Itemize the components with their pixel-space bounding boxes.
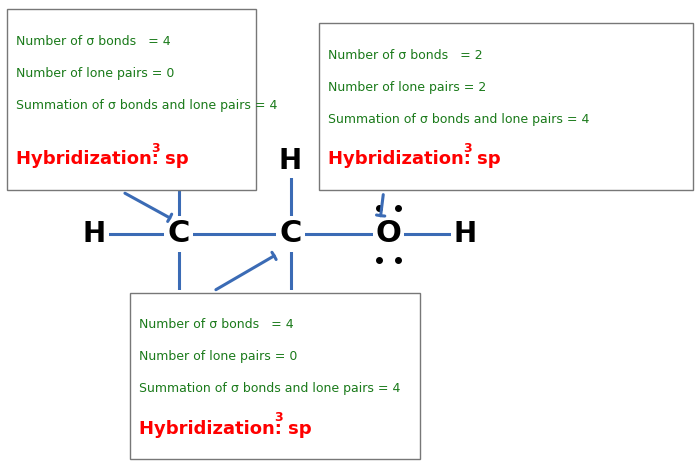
Text: Hybridization: sp: Hybridization: sp (139, 420, 312, 438)
Text: H: H (167, 147, 190, 176)
FancyBboxPatch shape (7, 9, 256, 190)
Text: Number of lone pairs = 0: Number of lone pairs = 0 (16, 67, 174, 80)
Text: H: H (83, 220, 106, 248)
Text: Number of σ bonds   = 4: Number of σ bonds = 4 (16, 35, 171, 48)
Text: H: H (167, 292, 190, 321)
Text: Hybridization: sp: Hybridization: sp (328, 151, 500, 168)
Text: Summation of σ bonds and lone pairs = 4: Summation of σ bonds and lone pairs = 4 (16, 99, 277, 112)
Text: O: O (376, 219, 401, 249)
Text: Number of σ bonds   = 4: Number of σ bonds = 4 (139, 318, 293, 331)
Text: H: H (454, 220, 477, 248)
Text: 3: 3 (274, 411, 282, 424)
Text: Number of σ bonds   = 2: Number of σ bonds = 2 (328, 49, 482, 62)
Text: Number of lone pairs = 0: Number of lone pairs = 0 (139, 350, 297, 363)
Text: Summation of σ bonds and lone pairs = 4: Summation of σ bonds and lone pairs = 4 (139, 382, 400, 395)
Text: Hybridization: sp: Hybridization: sp (16, 151, 189, 168)
Text: H: H (279, 147, 302, 176)
Text: Number of lone pairs = 2: Number of lone pairs = 2 (328, 81, 486, 94)
Text: Summation of σ bonds and lone pairs = 4: Summation of σ bonds and lone pairs = 4 (328, 113, 589, 126)
Text: C: C (279, 219, 302, 249)
Text: 3: 3 (151, 142, 160, 155)
Text: H: H (279, 292, 302, 321)
Text: 3: 3 (463, 142, 471, 155)
Text: C: C (167, 219, 190, 249)
FancyBboxPatch shape (318, 23, 693, 190)
FancyBboxPatch shape (130, 292, 420, 459)
